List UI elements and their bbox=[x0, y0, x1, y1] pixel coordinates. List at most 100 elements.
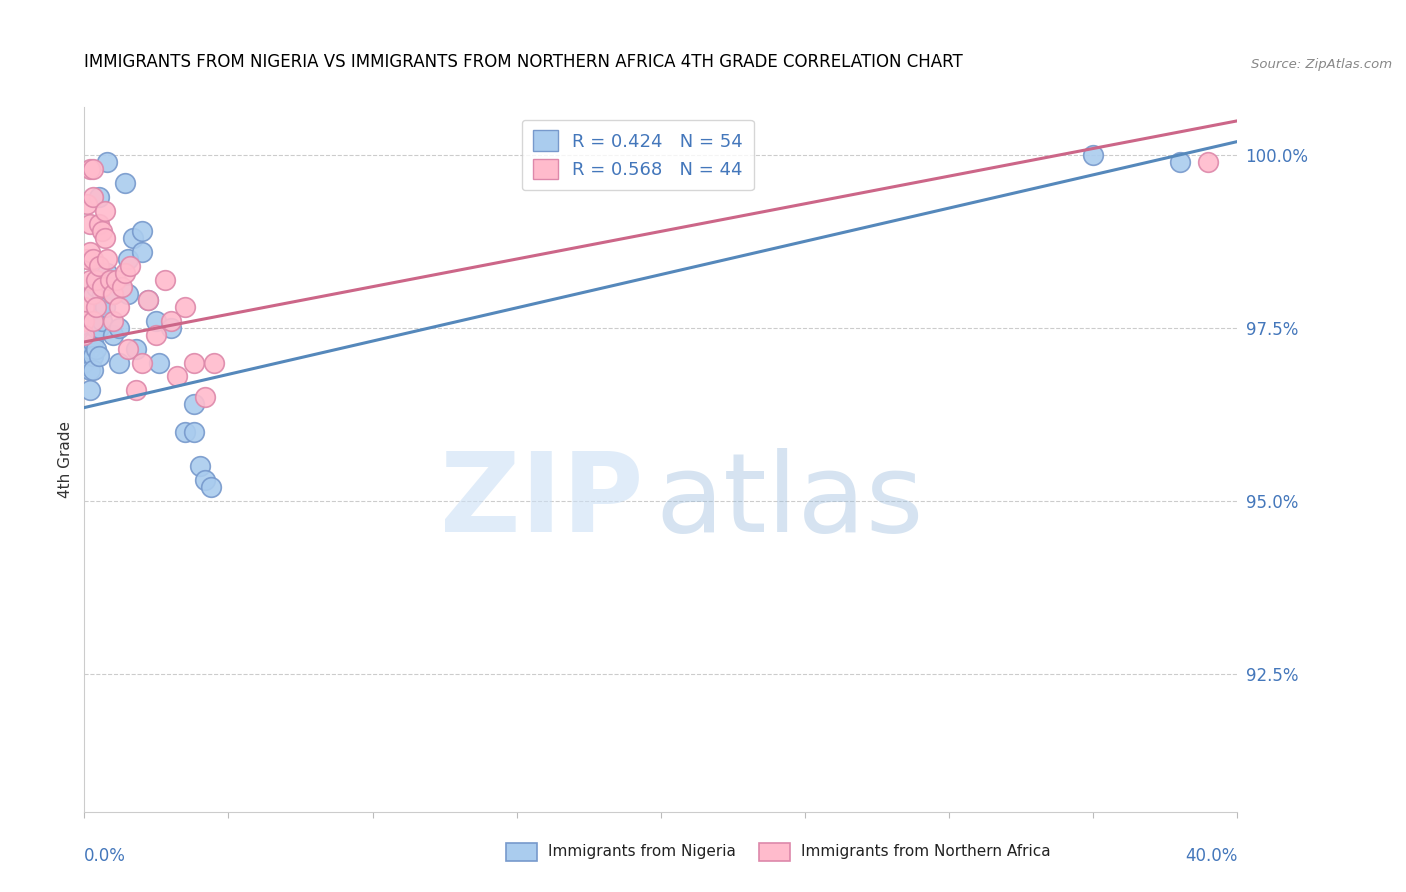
Point bbox=[111, 279, 134, 293]
Text: atlas: atlas bbox=[655, 448, 924, 555]
Point bbox=[87, 190, 110, 204]
Point bbox=[79, 245, 101, 260]
Point bbox=[79, 273, 101, 287]
Point bbox=[125, 342, 148, 356]
Point bbox=[79, 162, 101, 177]
Point bbox=[76, 196, 98, 211]
Point bbox=[117, 342, 139, 356]
Point bbox=[183, 356, 205, 370]
Point bbox=[79, 218, 101, 232]
Point bbox=[120, 259, 142, 273]
Point bbox=[84, 273, 107, 287]
Point bbox=[98, 273, 121, 287]
Point bbox=[90, 286, 112, 301]
Point bbox=[103, 286, 125, 301]
Text: Source: ZipAtlas.com: Source: ZipAtlas.com bbox=[1251, 58, 1392, 71]
Point bbox=[82, 162, 104, 177]
Point bbox=[96, 252, 118, 266]
Point bbox=[73, 334, 96, 349]
Point bbox=[90, 314, 112, 328]
Point bbox=[84, 307, 107, 321]
Point bbox=[82, 349, 104, 363]
Point bbox=[93, 231, 115, 245]
Point bbox=[108, 321, 131, 335]
Point bbox=[153, 273, 176, 287]
Point bbox=[82, 252, 104, 266]
Point bbox=[82, 314, 104, 328]
Point bbox=[145, 328, 167, 343]
Text: Immigrants from Northern Africa: Immigrants from Northern Africa bbox=[801, 845, 1052, 859]
Point bbox=[1198, 155, 1220, 169]
Point bbox=[145, 314, 167, 328]
Point bbox=[1168, 155, 1191, 169]
Point bbox=[136, 293, 159, 308]
Point bbox=[98, 279, 121, 293]
Point bbox=[136, 293, 159, 308]
Point bbox=[76, 252, 98, 266]
Point bbox=[82, 286, 104, 301]
Point bbox=[93, 301, 115, 315]
Point bbox=[87, 301, 110, 315]
Point bbox=[73, 301, 96, 315]
Point bbox=[87, 321, 110, 335]
Point bbox=[200, 480, 222, 494]
Point bbox=[79, 362, 101, 376]
Point bbox=[73, 342, 96, 356]
Text: ZIP: ZIP bbox=[440, 448, 644, 555]
Point bbox=[84, 321, 107, 335]
Point bbox=[79, 334, 101, 349]
Text: 0.0%: 0.0% bbox=[84, 847, 127, 865]
Point bbox=[108, 301, 131, 315]
Point bbox=[160, 314, 183, 328]
Point bbox=[174, 425, 197, 439]
Point bbox=[108, 356, 131, 370]
Point bbox=[122, 231, 145, 245]
Point bbox=[82, 362, 104, 376]
Point bbox=[87, 259, 110, 273]
Point bbox=[114, 176, 136, 190]
Point bbox=[87, 349, 110, 363]
Point bbox=[160, 321, 183, 335]
Point bbox=[131, 356, 153, 370]
Text: IMMIGRANTS FROM NIGERIA VS IMMIGRANTS FROM NORTHERN AFRICA 4TH GRADE CORRELATION: IMMIGRANTS FROM NIGERIA VS IMMIGRANTS FR… bbox=[84, 54, 963, 71]
Point bbox=[73, 349, 96, 363]
Point bbox=[84, 279, 107, 293]
Point bbox=[103, 328, 125, 343]
Point bbox=[79, 342, 101, 356]
Point bbox=[82, 190, 104, 204]
Point bbox=[1083, 148, 1105, 162]
Point bbox=[73, 356, 96, 370]
Point bbox=[82, 314, 104, 328]
Y-axis label: 4th Grade: 4th Grade bbox=[58, 421, 73, 498]
Point bbox=[194, 473, 217, 487]
Point bbox=[82, 286, 104, 301]
Point bbox=[188, 459, 211, 474]
Point bbox=[79, 321, 101, 335]
Point bbox=[131, 224, 153, 238]
Point bbox=[202, 356, 225, 370]
Point bbox=[96, 266, 118, 280]
Point bbox=[96, 155, 118, 169]
Point bbox=[105, 273, 128, 287]
Point bbox=[87, 218, 110, 232]
Point bbox=[117, 286, 139, 301]
Point bbox=[194, 390, 217, 404]
Legend: R = 0.424   N = 54, R = 0.568   N = 44: R = 0.424 N = 54, R = 0.568 N = 44 bbox=[522, 120, 754, 190]
Point bbox=[183, 425, 205, 439]
Point bbox=[148, 356, 170, 370]
Point bbox=[82, 334, 104, 349]
Point bbox=[90, 279, 112, 293]
Text: 40.0%: 40.0% bbox=[1185, 847, 1237, 865]
Point bbox=[117, 252, 139, 266]
Text: Immigrants from Nigeria: Immigrants from Nigeria bbox=[548, 845, 737, 859]
Point bbox=[166, 369, 188, 384]
Point bbox=[84, 301, 107, 315]
Point bbox=[93, 273, 115, 287]
Point bbox=[73, 328, 96, 343]
Point bbox=[73, 314, 96, 328]
Point bbox=[79, 384, 101, 398]
Point bbox=[90, 266, 112, 280]
Point bbox=[103, 314, 125, 328]
Point bbox=[87, 273, 110, 287]
Point bbox=[93, 203, 115, 218]
